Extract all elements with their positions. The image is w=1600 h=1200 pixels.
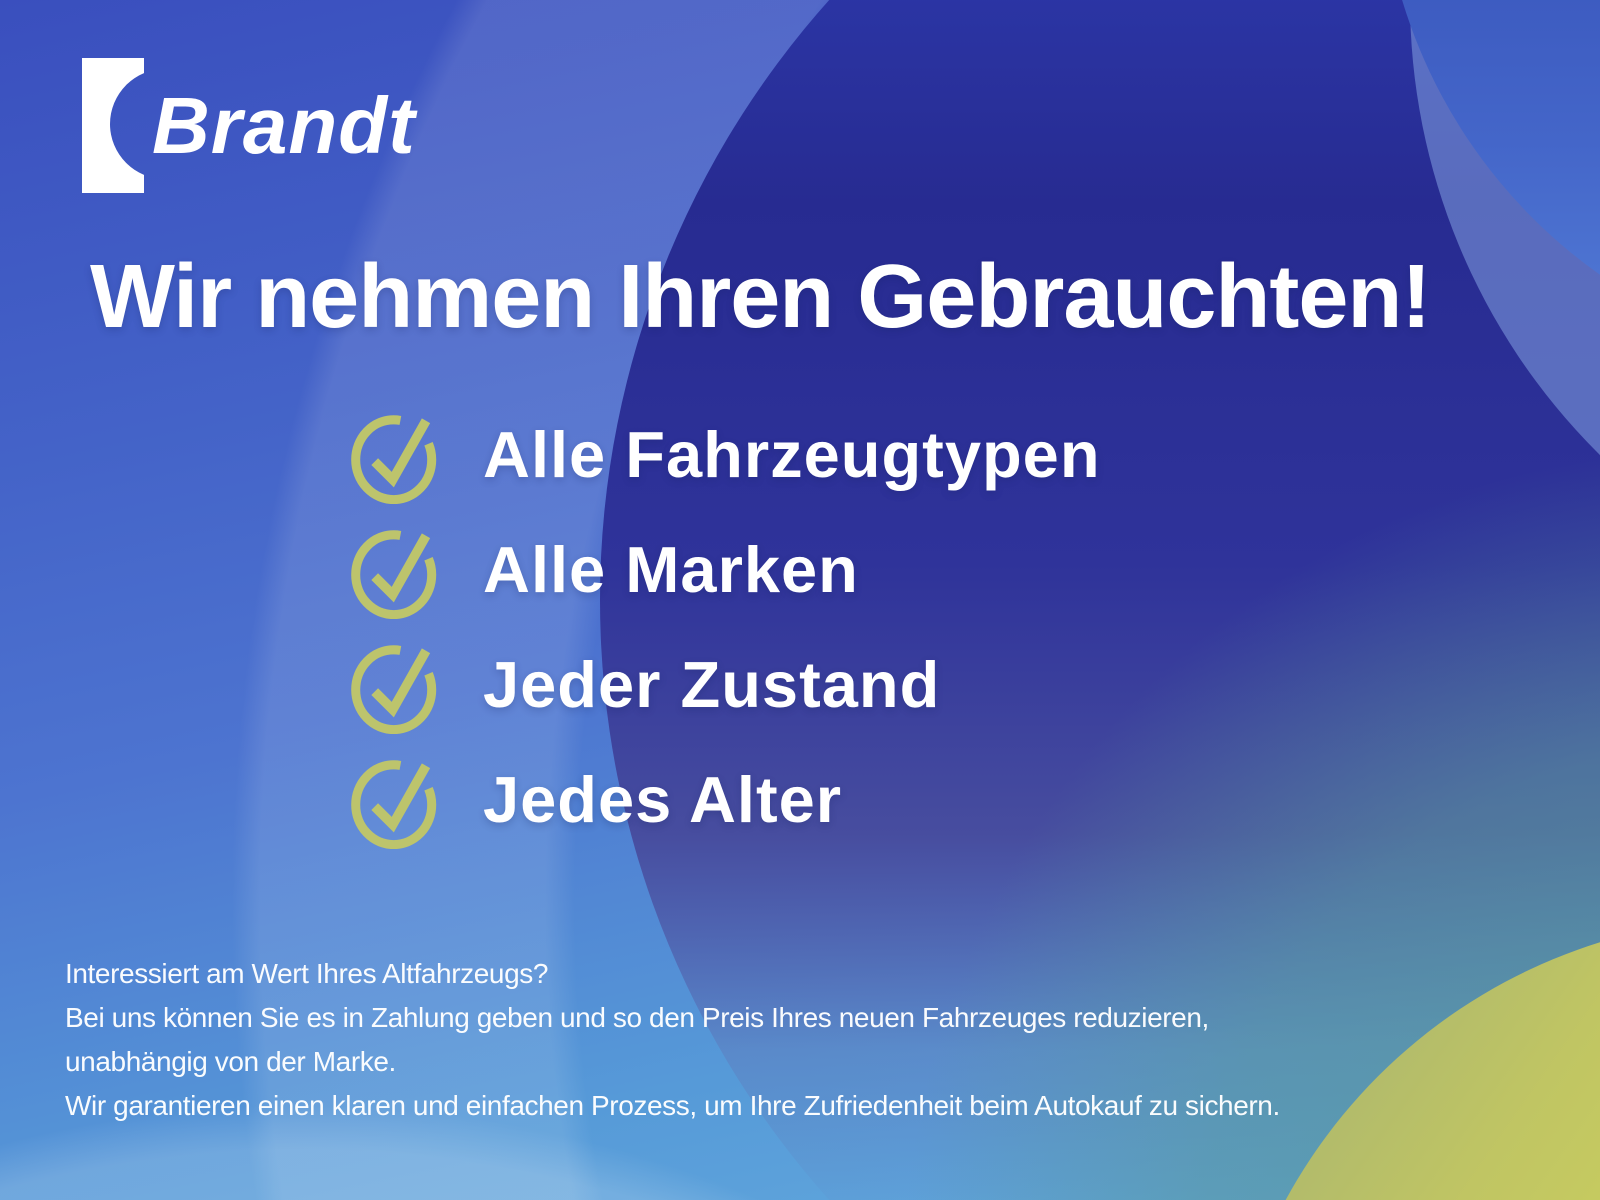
checklist-item: Alle Marken — [350, 519, 1101, 619]
check-circle-icon — [351, 645, 437, 734]
check-circle-icon — [351, 760, 437, 849]
footer-line: Interessiert am Wert Ihres Altfahrzeugs? — [65, 958, 549, 989]
footer-text: Interessiert am Wert Ihres Altfahrzeugs?… — [65, 952, 1280, 1128]
footer-line: Wir garantieren einen klaren und einfach… — [65, 1090, 1280, 1121]
checklist-item: Alle Fahrzeugtypen — [350, 404, 1101, 504]
checklist-item: Jedes Alter — [350, 749, 1101, 849]
footer-line: Bei uns können Sie es in Zahlung geben u… — [65, 1002, 1209, 1033]
check-circle-icon — [351, 530, 437, 619]
checklist-label: Jedes Alter — [483, 762, 843, 836]
checklist-label: Alle Fahrzeugtypen — [483, 417, 1101, 491]
check-circle-icon — [351, 415, 437, 504]
benefits-list: Alle Fahrzeugtypen Alle Marken Jeder Zus… — [350, 404, 1101, 864]
brandt-logo-icon — [82, 58, 144, 193]
footer-line: unabhängig von der Marke. — [65, 1046, 396, 1077]
brand-logo: Brandt — [82, 58, 416, 193]
brand-name: Brandt — [152, 81, 416, 170]
checklist-label: Alle Marken — [483, 532, 859, 606]
checklist-item: Jeder Zustand — [350, 634, 1101, 734]
checklist-label: Jeder Zustand — [483, 647, 941, 721]
headline: Wir nehmen Ihren Gebrauchten! — [90, 247, 1431, 347]
